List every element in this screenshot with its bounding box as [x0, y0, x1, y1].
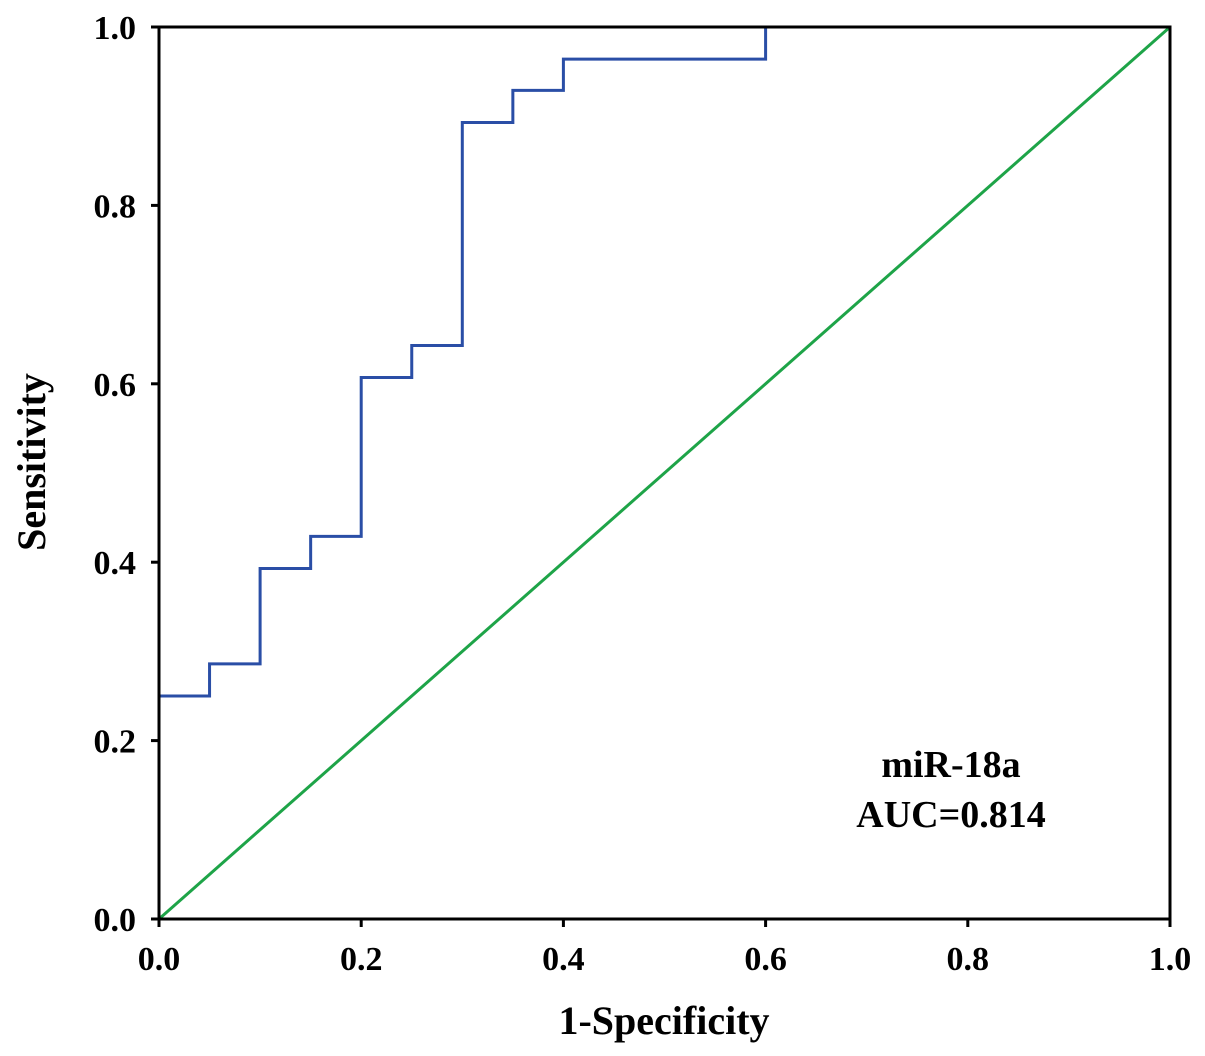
y-tick-label: 0.0 — [94, 902, 137, 939]
roc-curve-line — [157, 25, 1170, 919]
x-tick-label: 0.6 — [744, 941, 787, 978]
y-tick-label: 0.4 — [94, 545, 137, 582]
y-tick-label: 1.0 — [94, 10, 137, 47]
plot-frame — [157, 25, 1172, 921]
y-tick-label: 0.6 — [94, 367, 137, 404]
x-tick-label: 0.2 — [340, 941, 383, 978]
annotation-marker-name: miR-18a — [881, 744, 1020, 786]
y-axis-label: Sensitivity — [9, 373, 54, 551]
x-tick-label: 0.0 — [138, 941, 181, 978]
y-tick-label: 0.2 — [94, 724, 137, 761]
x-axis-label: 1-Specificity — [558, 998, 769, 1043]
x-tick-label: 1.0 — [1149, 941, 1192, 978]
y-tick-label: 0.8 — [94, 188, 137, 225]
x-tick-label: 0.8 — [947, 941, 990, 978]
reference-diagonal-line — [158, 25, 1171, 921]
annotation-auc: AUC=0.814 — [856, 794, 1045, 836]
x-tick-label: 0.4 — [542, 941, 585, 978]
